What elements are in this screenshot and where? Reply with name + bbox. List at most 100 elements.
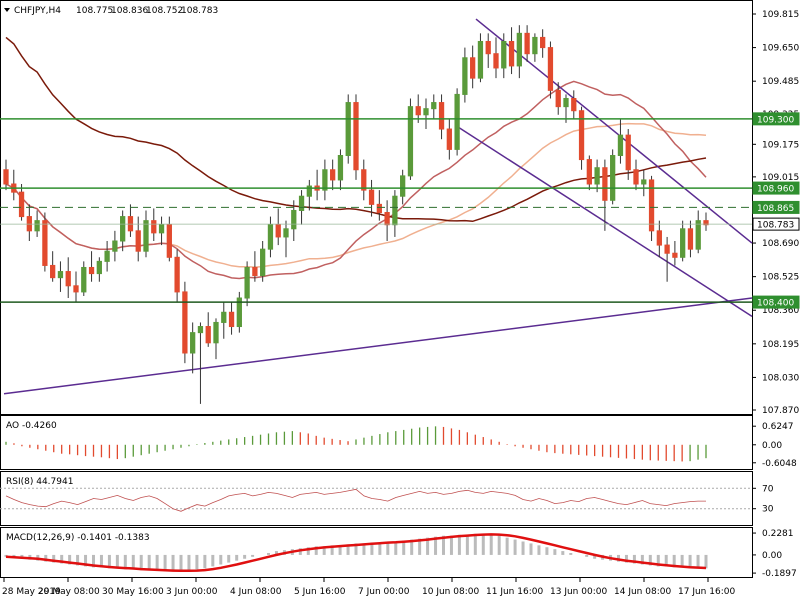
candle-body — [260, 248, 266, 277]
candle-body — [695, 220, 701, 250]
x-tick-label: 5 Jun 16:00 — [294, 587, 346, 597]
candle-body — [3, 169, 9, 185]
y-tick-label: 108.360 — [762, 306, 799, 316]
high-value: 108.836 — [111, 6, 148, 16]
y-tick-label: 108.525 — [762, 273, 799, 283]
candle-body — [291, 209, 297, 230]
candle-body — [400, 175, 406, 197]
y-tick-label: 108.195 — [762, 340, 799, 350]
price-tag-label: 108.960 — [757, 185, 794, 195]
candle-body — [501, 40, 507, 69]
candle-body — [120, 216, 126, 242]
candle-body — [298, 195, 305, 211]
candle-body — [586, 159, 592, 185]
candle-body — [672, 252, 678, 258]
candle-body — [656, 230, 662, 246]
ao-title: AO -0.4260 — [6, 421, 57, 431]
candle-body — [563, 97, 569, 108]
candle-body — [547, 47, 554, 91]
candle-body — [244, 266, 250, 299]
candle-body — [594, 167, 600, 185]
ao-tick-label: 0.00 — [762, 441, 782, 451]
price-tag-label: 109.300 — [757, 115, 794, 125]
collapse-triangle-icon[interactable] — [4, 8, 10, 12]
macd-panel: 0.2281 0.00 -0.1897 — [4, 529, 797, 579]
candle-body — [228, 311, 235, 328]
macd-signal-line — [5, 533, 707, 573]
candle-body — [438, 102, 445, 130]
x-tick-label: 3 Jun 00:00 — [166, 587, 218, 597]
candle-body — [330, 169, 336, 181]
price-tag — [752, 181, 800, 195]
candle-body — [174, 256, 180, 293]
candle-body — [182, 291, 188, 354]
rsi-panel: 70 30 — [0, 484, 774, 515]
candle-body — [353, 102, 359, 171]
x-tick-label: 17 Jun 16:00 — [678, 587, 735, 597]
main-price-panel: 109.815109.650109.485109.325109.175109.0… — [0, 10, 800, 416]
symbol-label: CHFJPY,H4 — [14, 6, 61, 16]
candle-body — [96, 260, 102, 275]
y-tick-label: 109.485 — [762, 77, 799, 87]
candle-body — [252, 266, 258, 277]
candle-body — [26, 216, 32, 232]
candle-body — [392, 195, 398, 226]
candle-body — [143, 220, 149, 252]
candle-body — [477, 40, 484, 79]
candle-body — [345, 102, 351, 157]
candle-body — [42, 220, 48, 266]
candle-body — [446, 128, 452, 150]
x-tick-label: 10 Jun 08:00 — [422, 587, 479, 597]
candle-body — [407, 106, 414, 177]
candle-body — [423, 108, 429, 116]
candle-body — [633, 169, 639, 185]
rsi-line — [5, 488, 706, 512]
low-value: 108.752 — [146, 6, 183, 16]
candle-body — [166, 224, 172, 258]
candle-body — [680, 228, 686, 258]
open-value: 108.775 — [76, 6, 113, 16]
candle-body — [306, 185, 312, 197]
x-tick-label: 13 Jun 00:00 — [550, 587, 607, 597]
x-tick-label: 28 May 2019 — [2, 587, 61, 597]
candle-body — [454, 93, 460, 150]
candle-body — [197, 326, 204, 334]
rsi-panel-frame — [0, 471, 753, 526]
candle-body — [602, 167, 608, 201]
price-tag — [752, 295, 800, 309]
rsi-title: RSI(8) 44.7941 — [6, 477, 73, 487]
candle-body — [664, 244, 670, 254]
candle-body — [283, 228, 289, 238]
candle-body — [524, 32, 530, 55]
candle-body — [617, 134, 624, 157]
ao-panel-frame — [0, 415, 753, 470]
candle-body — [322, 169, 328, 191]
y-tick-label: 109.650 — [762, 44, 799, 54]
candle-body — [485, 40, 491, 55]
x-tick-label: 14 Jun 08:00 — [614, 587, 671, 597]
candle-body — [50, 264, 56, 279]
rsi-tick-label: 30 — [762, 505, 774, 515]
rising-trendline — [3, 297, 753, 395]
ao-tick-label: 0.6247 — [762, 422, 794, 432]
candle-body — [610, 155, 616, 201]
y-tick-label: 109.175 — [762, 140, 799, 150]
x-tick-label: 7 Jun 00:00 — [358, 587, 410, 597]
candle-body — [361, 169, 367, 191]
candle-body — [462, 57, 468, 95]
candle-body — [555, 89, 561, 108]
candle-body — [205, 326, 211, 344]
candle-body — [532, 36, 538, 55]
price-tag — [752, 217, 800, 231]
candle-body — [571, 97, 577, 112]
candle-body — [470, 57, 476, 79]
x-tick-label: 4 Jun 08:00 — [230, 587, 282, 597]
price-tag-label: 108.783 — [757, 221, 794, 231]
candle-body — [540, 36, 546, 49]
ao-tick-label: -0.6048 — [762, 459, 797, 469]
y-tick-label: 108.690 — [762, 239, 799, 249]
candle-body — [81, 266, 87, 293]
price-tag-label: 108.400 — [757, 299, 794, 309]
